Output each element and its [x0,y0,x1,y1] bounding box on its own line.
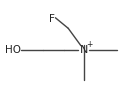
Text: N: N [79,44,88,55]
Text: +: + [86,40,92,49]
Text: HO: HO [5,44,21,55]
Text: F: F [49,14,55,24]
